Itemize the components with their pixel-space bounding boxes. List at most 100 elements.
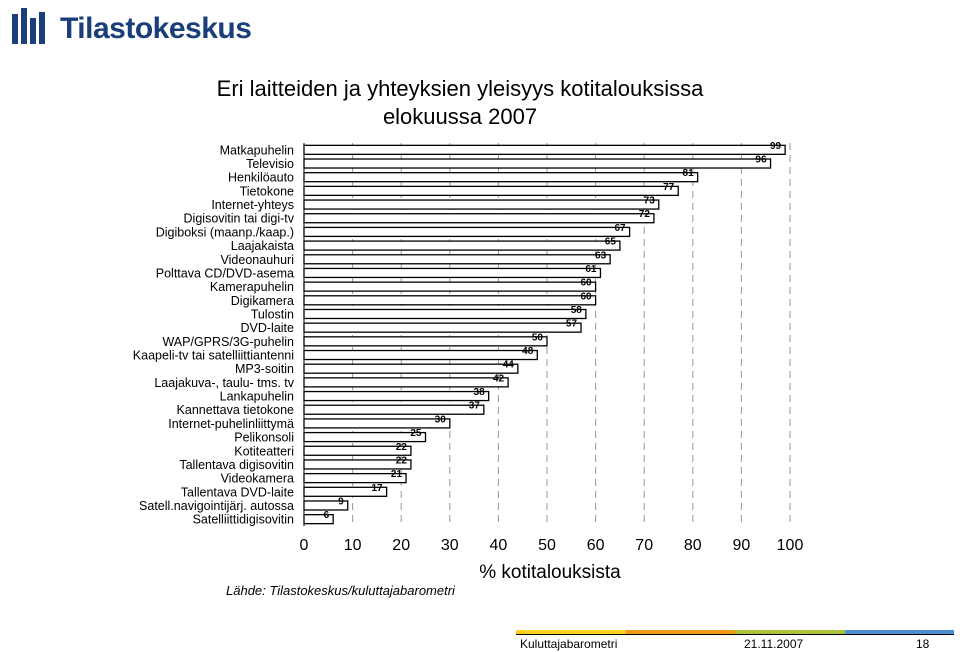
category-label: Kaapeli-tv tai satelliittiantenni	[133, 349, 294, 363]
bar	[303, 144, 786, 155]
category-label: DVD-laite	[241, 321, 295, 335]
bar-value-label: 38	[474, 387, 486, 398]
bar-value-label: 72	[639, 209, 651, 220]
x-tick-label: 100	[777, 537, 804, 554]
category-label: Tallentava digisovitin	[179, 458, 294, 472]
bar	[303, 308, 587, 320]
category-label: Lankapuhelin	[220, 390, 294, 404]
bar-value-label: 6	[324, 510, 330, 521]
bar-value-label: 57	[566, 319, 578, 330]
bar	[303, 199, 660, 210]
bar	[303, 390, 490, 402]
footer-page-number: 18	[916, 637, 930, 651]
x-tick-label: 40	[490, 537, 508, 554]
category-label: Televisio	[246, 157, 294, 171]
category-label: Tallentava DVD-laite	[181, 485, 294, 499]
bar-value-label: 60	[580, 278, 592, 289]
bar-value-label: 50	[532, 332, 544, 343]
bar-value-label: 37	[469, 401, 481, 412]
bar	[303, 349, 538, 361]
footer-color-segment	[844, 630, 954, 634]
bar	[303, 418, 451, 429]
chart-subtitle: elokuussa 2007	[382, 104, 538, 129]
category-label: Digisovitin tai digi-tv	[184, 212, 295, 226]
bar-value-label: 60	[580, 291, 592, 302]
category-label: WAP/GPRS/3G-puhelin	[162, 335, 294, 349]
source-note: Lähde: Tilastokeskus/kuluttajabarometri	[226, 583, 455, 598]
tilastokeskus-logo: Tilastokeskus	[8, 4, 268, 52]
bar	[303, 226, 631, 238]
bar	[303, 185, 679, 197]
bar	[303, 431, 427, 443]
bar	[303, 514, 334, 525]
footer-date: 21.11.2007	[744, 637, 804, 651]
x-tick-label: 30	[441, 537, 459, 554]
x-tick-label: 90	[733, 537, 751, 554]
x-tick-label: 50	[538, 537, 556, 554]
category-label: Digikamera	[231, 294, 294, 308]
bar-value-label: 30	[435, 414, 447, 425]
category-label: Kamerapuhelin	[210, 280, 294, 294]
footer-color-segment	[516, 630, 626, 634]
category-label: Laajakuva-, taulu- tms. tv	[154, 376, 294, 390]
footer-color-segment	[625, 630, 735, 634]
category-label: Satelliittidigisovitin	[193, 513, 294, 527]
bar-value-label: 22	[396, 442, 408, 453]
bar	[303, 486, 388, 497]
bar-value-label: 99	[770, 141, 782, 152]
logo-mark-icon	[12, 8, 45, 44]
bar	[303, 336, 548, 347]
bar-value-label: 61	[585, 264, 597, 275]
bar-value-label: 17	[371, 483, 383, 494]
bar-value-label: 42	[493, 373, 505, 384]
bar-value-label: 96	[755, 155, 767, 166]
category-label: Digiboksi (maanp./kaap.)	[156, 225, 294, 239]
category-label: MP3-soitin	[235, 362, 294, 376]
bar	[303, 377, 509, 388]
category-label: Laajakaista	[231, 239, 294, 253]
x-axis-label: % kotitalouksista	[479, 562, 621, 583]
bar	[303, 472, 407, 484]
category-label: Tietokone	[240, 184, 294, 198]
bar-value-label: 25	[410, 428, 422, 439]
bar-value-label: 22	[396, 455, 408, 466]
bar	[303, 445, 412, 456]
category-label: Matkapuhelin	[220, 143, 294, 157]
x-tick-label: 80	[684, 537, 702, 554]
category-label: Kotiteatteri	[234, 444, 294, 458]
bar	[303, 267, 602, 279]
bar-value-label: 77	[663, 182, 675, 193]
bar	[303, 172, 699, 183]
footer-divider	[516, 634, 954, 635]
category-label: Henkilöauto	[228, 171, 294, 185]
category-label: Videokamera	[221, 472, 294, 486]
category-label: Tulostin	[251, 307, 294, 321]
category-label: Videonauhuri	[221, 253, 294, 267]
x-tick-label: 0	[300, 537, 309, 554]
logo-text: Tilastokeskus	[60, 12, 252, 45]
bar	[303, 500, 349, 511]
bar	[303, 295, 597, 306]
bar-value-label: 21	[391, 469, 403, 480]
category-label: Polttava CD/DVD-asema	[156, 266, 294, 280]
bar-value-label: 65	[605, 237, 617, 248]
category-label: Internet-puhelinliittymä	[168, 417, 294, 431]
chart-title: Eri laitteiden ja yhteyksien yleisyys ko…	[216, 76, 704, 101]
bar	[303, 363, 519, 374]
bar-value-label: 44	[503, 360, 515, 371]
footer-color-bar	[516, 630, 954, 634]
bar	[303, 459, 412, 470]
bar	[303, 213, 655, 224]
category-label: Internet-yhteys	[211, 198, 294, 212]
bar	[303, 158, 772, 169]
x-tick-label: 20	[392, 537, 410, 554]
bar-value-label: 67	[614, 223, 626, 234]
bar-chart: 99 Matkapuhelin 96 Televisio 81 Henkilöauto 77…	[133, 141, 804, 554]
category-label: Satell.navigointijärj. autossa	[139, 499, 294, 513]
bar	[303, 240, 621, 251]
category-label: Kannettava tietokone	[177, 403, 294, 417]
bar-value-label: 63	[595, 250, 607, 261]
x-tick-label: 70	[635, 537, 653, 554]
x-tick-label: 60	[587, 537, 605, 554]
bar	[303, 322, 582, 333]
